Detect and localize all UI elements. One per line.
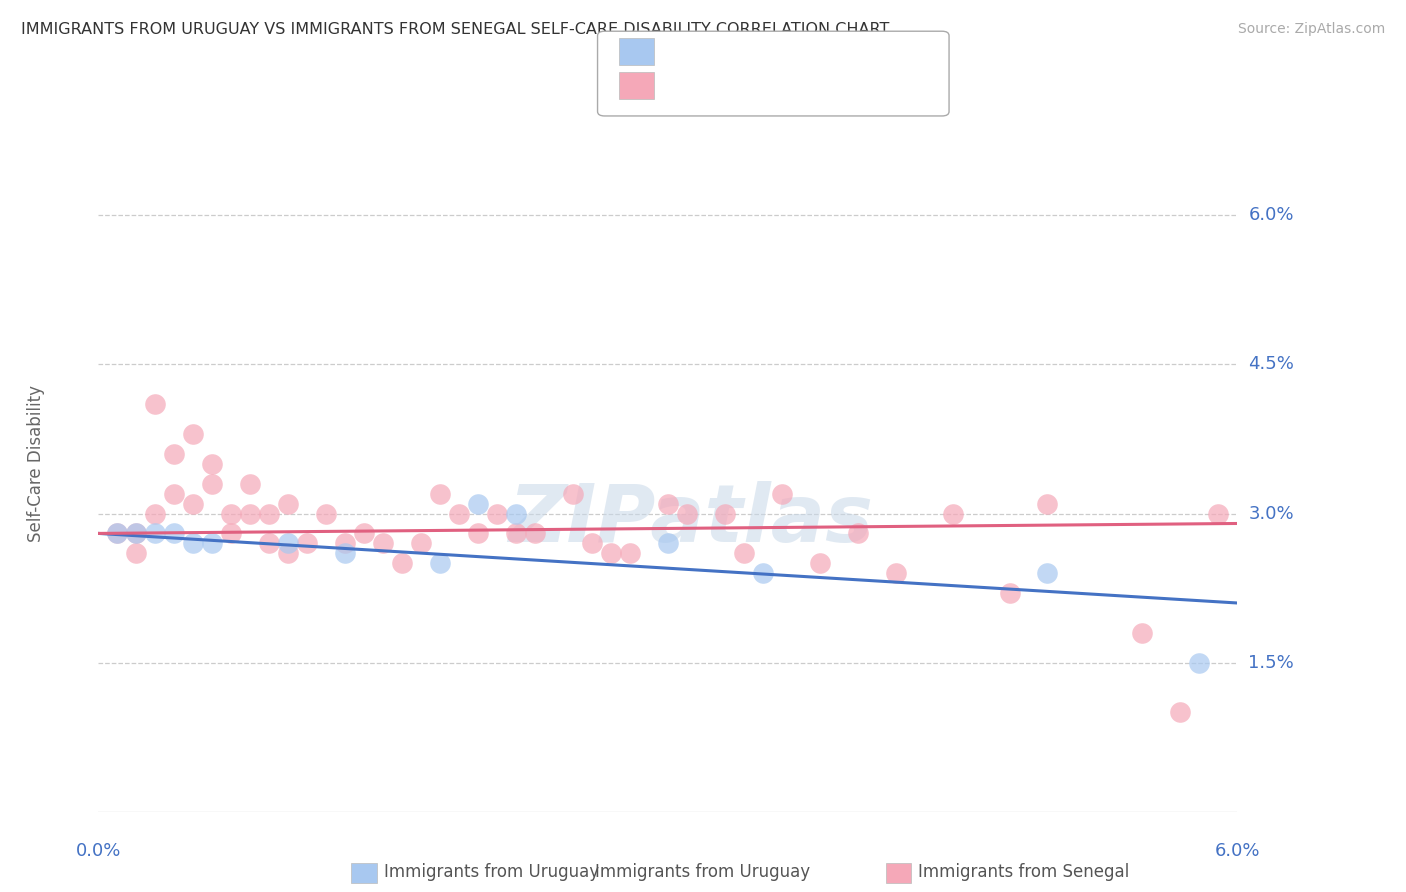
Text: Immigrants from Uruguay: Immigrants from Uruguay <box>595 863 811 881</box>
Point <box>486 507 509 521</box>
Text: 0.0%: 0.0% <box>76 842 121 860</box>
Point <box>335 546 357 560</box>
Point <box>676 507 699 521</box>
Point <box>581 536 603 550</box>
Point <box>125 526 148 541</box>
Point <box>239 476 262 491</box>
Text: 1.5%: 1.5% <box>1249 654 1294 672</box>
Point <box>619 546 641 560</box>
Point <box>145 507 167 521</box>
Point <box>221 526 243 541</box>
Point <box>411 536 433 550</box>
Point <box>505 507 527 521</box>
Point <box>277 497 299 511</box>
Point <box>107 526 129 541</box>
Point <box>125 526 148 541</box>
Point <box>770 486 793 500</box>
Point <box>107 526 129 541</box>
Point <box>998 586 1021 600</box>
Point <box>277 546 299 560</box>
Point <box>163 486 186 500</box>
Point <box>714 507 737 521</box>
Text: IMMIGRANTS FROM URUGUAY VS IMMIGRANTS FROM SENEGAL SELF-CARE DISABILITY CORRELAT: IMMIGRANTS FROM URUGUAY VS IMMIGRANTS FR… <box>21 22 890 37</box>
Text: ZIPatlas: ZIPatlas <box>508 481 873 558</box>
Point <box>315 507 337 521</box>
Point <box>1208 507 1230 521</box>
Point <box>1036 497 1059 511</box>
Point <box>1188 656 1211 670</box>
Point <box>297 536 319 550</box>
Point <box>1036 566 1059 581</box>
Point <box>733 546 755 560</box>
Text: Immigrants from Uruguay: Immigrants from Uruguay <box>384 863 599 881</box>
Point <box>183 536 205 550</box>
Point <box>145 397 167 411</box>
Point <box>277 536 299 550</box>
Point <box>505 526 527 541</box>
Point <box>145 526 167 541</box>
Point <box>239 507 262 521</box>
Point <box>259 536 281 550</box>
Point <box>562 486 585 500</box>
Point <box>600 546 623 560</box>
Point <box>467 497 489 511</box>
Point <box>163 526 186 541</box>
Point <box>163 447 186 461</box>
Point <box>125 546 148 560</box>
Point <box>429 486 451 500</box>
Text: 4.5%: 4.5% <box>1249 355 1295 374</box>
Point <box>449 507 471 521</box>
Point <box>183 427 205 442</box>
Point <box>1170 706 1192 720</box>
Text: Self-Care Disability: Self-Care Disability <box>27 385 45 542</box>
Point <box>429 556 451 570</box>
Point <box>335 536 357 550</box>
Point <box>183 497 205 511</box>
Text: R =  -0.028   N =  50: R = -0.028 N = 50 <box>664 77 837 95</box>
Text: 3.0%: 3.0% <box>1249 505 1294 523</box>
Point <box>201 476 224 491</box>
Point <box>524 526 547 541</box>
Text: Immigrants from Senegal: Immigrants from Senegal <box>918 863 1129 881</box>
Point <box>657 497 679 511</box>
Point <box>221 507 243 521</box>
Text: 6.0%: 6.0% <box>1215 842 1260 860</box>
Point <box>467 526 489 541</box>
Text: 6.0%: 6.0% <box>1249 206 1294 225</box>
Point <box>201 457 224 471</box>
Point <box>657 536 679 550</box>
Point <box>808 556 831 570</box>
Text: R =  -0.321   N =  15: R = -0.321 N = 15 <box>664 43 838 61</box>
Point <box>259 507 281 521</box>
Point <box>371 536 394 550</box>
Point <box>353 526 375 541</box>
Point <box>752 566 775 581</box>
Point <box>1132 625 1154 640</box>
Point <box>942 507 965 521</box>
Text: Source: ZipAtlas.com: Source: ZipAtlas.com <box>1237 22 1385 37</box>
Point <box>201 536 224 550</box>
Point <box>884 566 907 581</box>
Point <box>391 556 413 570</box>
Point <box>846 526 869 541</box>
